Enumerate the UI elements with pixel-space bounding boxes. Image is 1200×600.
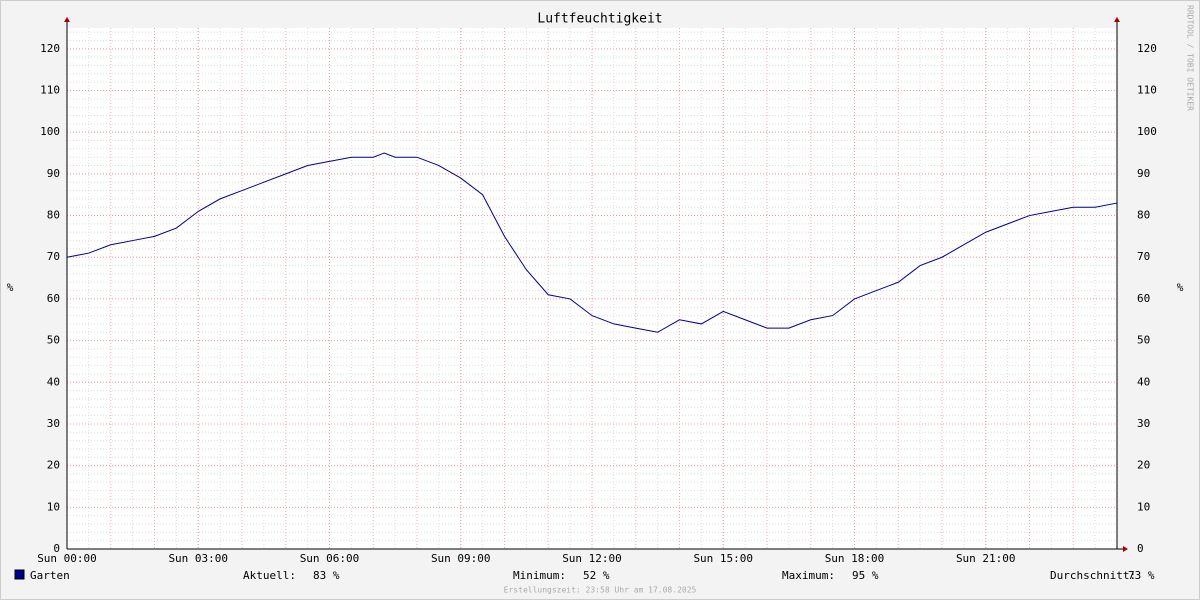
y-tick-label-right: 80 bbox=[1137, 209, 1150, 222]
legend-label: Garten bbox=[30, 569, 70, 582]
y-tick-label-right: 110 bbox=[1137, 84, 1157, 97]
y-tick-label: 90 bbox=[47, 167, 60, 180]
x-tick-label: Sun 09:00 bbox=[431, 552, 491, 565]
legend-swatch bbox=[14, 569, 25, 580]
axis-arrow bbox=[64, 17, 70, 22]
y-tick-label: 40 bbox=[47, 375, 60, 388]
y-tick-label-right: 40 bbox=[1137, 375, 1150, 388]
y-tick-label: 30 bbox=[47, 417, 60, 430]
y-axis-label: % bbox=[7, 281, 14, 294]
x-tick-label: Sun 21:00 bbox=[956, 552, 1016, 565]
y-tick-label-right: 100 bbox=[1137, 125, 1157, 138]
x-tick-label: Sun 18:00 bbox=[825, 552, 885, 565]
x-tick-label: Sun 03:00 bbox=[168, 552, 228, 565]
stat-label: Maximum: bbox=[782, 569, 835, 582]
y-tick-label-right: 20 bbox=[1137, 459, 1150, 472]
y-tick-label-right: 0 bbox=[1137, 542, 1144, 555]
y-tick-label: 0 bbox=[53, 542, 60, 555]
y-tick-label: 100 bbox=[40, 125, 60, 138]
stat-label: Minimum: bbox=[513, 569, 566, 582]
axis-arrow bbox=[1114, 17, 1120, 22]
y-tick-label-right: 90 bbox=[1137, 167, 1150, 180]
stat-label: Durchschnitt: bbox=[1050, 569, 1136, 582]
chart-title: Luftfeuchtigkeit bbox=[537, 12, 662, 27]
data-line bbox=[66, 152, 1118, 333]
footer: Erstellungszeit: 23:58 Uhr am 17.08.2025 bbox=[504, 586, 697, 595]
y-tick-label: 10 bbox=[47, 500, 60, 513]
watermark: RRDTOOL / TOBI OETIKER bbox=[1186, 5, 1195, 111]
stat-value: 83 % bbox=[313, 569, 340, 582]
y-tick-label: 70 bbox=[47, 250, 60, 263]
y-axis-label-right: % bbox=[1177, 281, 1184, 294]
stat-label: Aktuell: bbox=[243, 569, 296, 582]
stat-value: 52 % bbox=[583, 569, 610, 582]
x-tick-label: Sun 06:00 bbox=[300, 552, 360, 565]
y-tick-label: 20 bbox=[47, 459, 60, 472]
y-tick-label: 60 bbox=[47, 292, 60, 305]
stat-value: 95 % bbox=[852, 569, 879, 582]
x-tick-label: Sun 00:00 bbox=[37, 552, 97, 565]
y-tick-label-right: 10 bbox=[1137, 500, 1150, 513]
axis-arrow bbox=[1123, 546, 1128, 552]
y-tick-label: 120 bbox=[40, 42, 60, 55]
y-tick-label: 110 bbox=[40, 84, 60, 97]
x-tick-label: Sun 12:00 bbox=[562, 552, 622, 565]
plot-area bbox=[67, 28, 1117, 549]
y-tick-label: 50 bbox=[47, 334, 60, 347]
y-tick-label-right: 70 bbox=[1137, 250, 1150, 263]
y-tick-label-right: 120 bbox=[1137, 42, 1157, 55]
y-tick-label: 80 bbox=[47, 209, 60, 222]
y-tick-label-right: 60 bbox=[1137, 292, 1150, 305]
stat-value: 73 % bbox=[1128, 569, 1155, 582]
x-tick-label: Sun 15:00 bbox=[693, 552, 753, 565]
y-tick-label-right: 50 bbox=[1137, 334, 1150, 347]
y-tick-label-right: 30 bbox=[1137, 417, 1150, 430]
